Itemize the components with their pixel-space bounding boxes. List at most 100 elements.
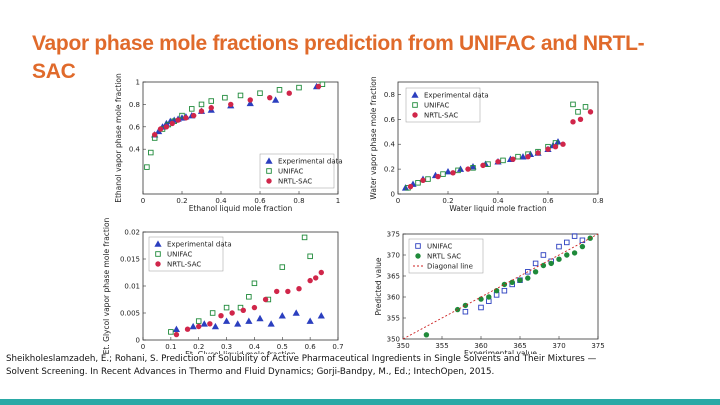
x-tick-label: 365 xyxy=(513,342,526,350)
x-axis-label: Experimental value xyxy=(464,349,537,354)
data-point xyxy=(175,117,181,123)
data-point xyxy=(301,234,308,241)
y-axis-label: Predicted value xyxy=(374,257,383,315)
data-point xyxy=(278,312,286,319)
data-point xyxy=(256,314,264,322)
data-point xyxy=(183,115,189,121)
data-point xyxy=(465,166,471,172)
legend-marker xyxy=(266,168,272,174)
data-point xyxy=(296,286,302,292)
x-tick-label: 0 xyxy=(141,197,145,205)
y-axis-label: Water vapor phase mole fraction xyxy=(369,76,378,199)
data-point xyxy=(262,296,269,303)
data-point xyxy=(495,158,501,165)
data-point xyxy=(198,108,205,114)
data-point xyxy=(163,124,170,130)
y-tick-label: 350 xyxy=(387,336,400,344)
data-point xyxy=(272,96,280,103)
data-point xyxy=(286,90,292,96)
legend-marker xyxy=(412,102,418,108)
data-point xyxy=(307,277,313,284)
data-point xyxy=(306,317,314,324)
data-point xyxy=(500,157,506,164)
legend-label: Experimental data xyxy=(424,92,489,100)
legend-marker xyxy=(411,91,419,98)
x-tick-label: 0.2 xyxy=(176,197,187,205)
data-point xyxy=(222,317,231,324)
legend-label: NRTL-SAC xyxy=(278,178,312,186)
legend-box xyxy=(148,236,224,272)
x-tick-label: 0.3 xyxy=(221,343,232,351)
y-tick-label: 0.015 xyxy=(120,256,140,264)
y-tick-label: 1 xyxy=(136,79,140,87)
data-point xyxy=(535,150,541,156)
data-point xyxy=(168,329,174,335)
chart-3: 0 0.1 0.2 0.3 0.4 0.5 0.6 0.7 0 0.005 0.01 0.015 0.0… xyxy=(102,217,344,359)
data-point xyxy=(485,161,491,167)
data-point xyxy=(279,264,286,270)
y-tick-label: 360 xyxy=(387,294,400,302)
data-point xyxy=(172,325,181,332)
data-point xyxy=(208,105,214,111)
data-point xyxy=(285,288,291,295)
data-point xyxy=(315,83,322,90)
legend-label: UNIFAC xyxy=(427,243,452,251)
data-point xyxy=(234,320,242,327)
legend-label: NRTL-SAC xyxy=(424,112,458,120)
chart-2: 0 0.2 0.4 0.6 0.8 0 0.2 0.4 0.6 0.8 Water liquid m… xyxy=(369,76,604,213)
data-point xyxy=(251,280,258,287)
data-point xyxy=(556,256,562,262)
legend-box xyxy=(405,87,481,123)
x-tick-label: 0.7 xyxy=(332,343,343,351)
data-point xyxy=(191,112,197,119)
data-point xyxy=(420,177,426,184)
y-tick-label: 0.6 xyxy=(129,123,141,131)
legend-label: NRTL SAC xyxy=(427,253,461,261)
data-point xyxy=(209,310,216,316)
data-point xyxy=(564,252,570,258)
data-point xyxy=(200,320,208,327)
data-point xyxy=(454,306,461,313)
data-point xyxy=(196,323,202,330)
data-point xyxy=(157,126,164,132)
data-point xyxy=(571,250,578,256)
data-point xyxy=(208,98,214,104)
legend-box xyxy=(259,153,335,189)
data-point xyxy=(440,171,446,177)
data-point xyxy=(579,243,586,250)
data-point xyxy=(195,318,202,324)
slide-title: Vapor phase mole fractions prediction fr… xyxy=(32,32,645,83)
data-point xyxy=(444,168,452,175)
legend-marker xyxy=(154,240,162,247)
x-tick-label: 0.6 xyxy=(542,197,554,205)
data-point xyxy=(228,101,234,108)
data-point xyxy=(296,84,302,91)
data-point xyxy=(570,101,576,108)
data-point xyxy=(480,162,486,169)
legend: Experimental data UNIFAC NRTL-SAC xyxy=(259,153,343,189)
data-point xyxy=(510,156,516,162)
data-point xyxy=(577,116,584,123)
x-tick-label: 0.4 xyxy=(492,197,504,205)
legend: Experimental data UNIFAC NRTL-SAC xyxy=(405,87,489,123)
y-axis-label: Ethanol vapor phase mole fraction xyxy=(114,73,123,203)
legend: Experimental data UNIFAC NRTL-SAC xyxy=(148,236,232,272)
data-point xyxy=(211,322,220,330)
data-point xyxy=(240,307,246,313)
chart-1: 0 0.2 0.4 0.6 0.8 1 0.4 0.6 0.8 1 Ethanol liquid m… xyxy=(114,73,343,213)
figure-panel: 0 0.2 0.4 0.6 0.8 1 0.4 0.6 0.8 1 Ethanol liquid m… xyxy=(102,72,613,359)
data-point xyxy=(469,163,477,170)
x-tick-label: 360 xyxy=(474,342,487,350)
data-point xyxy=(462,308,469,315)
x-tick-label: 0.8 xyxy=(293,197,304,205)
data-point xyxy=(570,119,576,125)
legend-label: UNIFAC xyxy=(167,251,192,259)
data-point xyxy=(532,269,539,275)
data-point xyxy=(548,260,554,267)
legend-label: Diagonal line xyxy=(427,263,473,271)
y-tick-label: 355 xyxy=(387,315,400,323)
data-point xyxy=(425,176,431,182)
data-point xyxy=(257,90,263,96)
x-tick-label: 375 xyxy=(591,342,604,350)
data-point xyxy=(218,313,224,319)
